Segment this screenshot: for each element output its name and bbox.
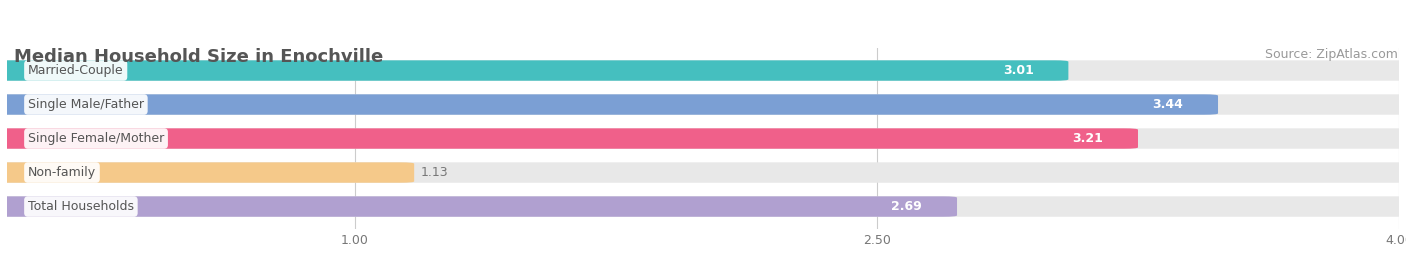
FancyBboxPatch shape xyxy=(0,162,415,183)
FancyBboxPatch shape xyxy=(0,128,1137,149)
Text: Single Female/Mother: Single Female/Mother xyxy=(28,132,165,145)
FancyBboxPatch shape xyxy=(0,60,1069,81)
FancyBboxPatch shape xyxy=(0,94,1218,115)
Text: Single Male/Father: Single Male/Father xyxy=(28,98,143,111)
Text: Total Households: Total Households xyxy=(28,200,134,213)
Text: 3.01: 3.01 xyxy=(1002,64,1033,77)
Text: Source: ZipAtlas.com: Source: ZipAtlas.com xyxy=(1265,48,1398,61)
Text: 2.69: 2.69 xyxy=(891,200,922,213)
FancyBboxPatch shape xyxy=(0,162,1406,183)
Text: Median Household Size in Enochville: Median Household Size in Enochville xyxy=(14,48,384,66)
Text: 3.44: 3.44 xyxy=(1153,98,1184,111)
FancyBboxPatch shape xyxy=(0,128,1406,149)
Text: 3.21: 3.21 xyxy=(1073,132,1104,145)
FancyBboxPatch shape xyxy=(0,196,1406,217)
Text: Married-Couple: Married-Couple xyxy=(28,64,124,77)
FancyBboxPatch shape xyxy=(0,196,957,217)
Text: 1.13: 1.13 xyxy=(422,166,449,179)
Text: Non-family: Non-family xyxy=(28,166,96,179)
FancyBboxPatch shape xyxy=(0,94,1406,115)
FancyBboxPatch shape xyxy=(0,60,1406,81)
